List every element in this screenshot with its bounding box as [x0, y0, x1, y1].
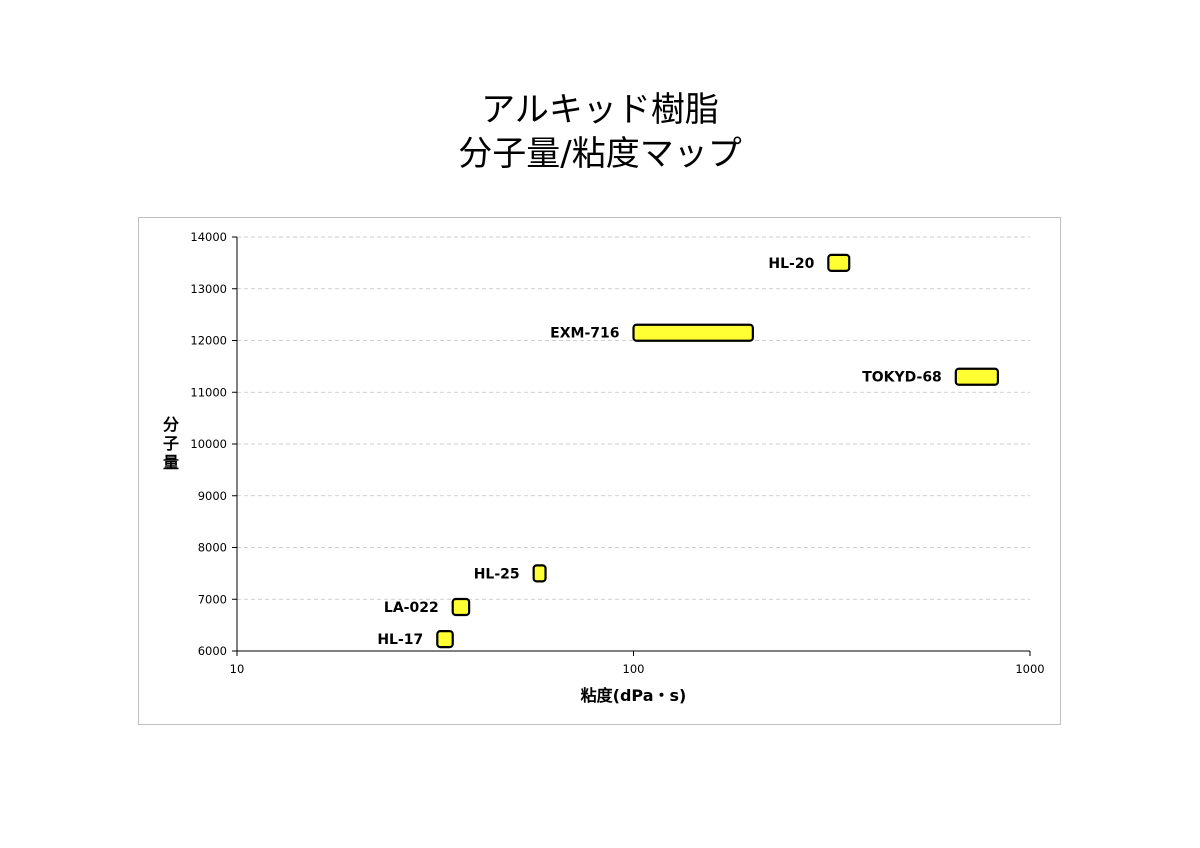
x-axis-title: 粘度(dPa・s): [581, 686, 687, 705]
chart-title-line-2: 分子量/粘度マップ: [458, 134, 742, 174]
bar-la-022: [451, 597, 471, 617]
y-axis-title: 分子量: [163, 415, 179, 472]
y-tick-label: 8000: [198, 541, 227, 555]
y-axis-title-char: 分: [163, 415, 179, 434]
y-tick-label: 11000: [190, 385, 227, 399]
x-tick-label: 10: [230, 662, 245, 676]
y-tick-label: 6000: [198, 644, 227, 658]
bar-labels: HL-20 EXM-716 TOKYD-68 HL-25 LA-022 HL-17: [377, 256, 941, 648]
axes: [232, 236, 1031, 656]
x-tick-label: 100: [623, 662, 645, 676]
chart-title-line-1: アルキッド樹脂: [481, 90, 719, 130]
x-tick-label: 1000: [1015, 662, 1044, 676]
bar-label: LA-022: [384, 600, 439, 616]
bar-tokyd-68: [954, 367, 1000, 386]
bar-hl-25: [532, 564, 547, 583]
bar-label: HL-25: [474, 566, 520, 582]
bar-label: HL-17: [377, 632, 423, 648]
x-tick-labels: 10 100 1000: [230, 662, 1045, 676]
bar-exm-716: [632, 323, 754, 342]
bar-hl-17: [436, 629, 454, 649]
bar-label: HL-20: [768, 256, 814, 272]
y-tick-label: 9000: [198, 489, 227, 503]
y-tick-label: 14000: [190, 230, 227, 244]
bar-label: EXM-716: [550, 326, 619, 342]
bars: [436, 253, 1000, 649]
bar-hl-20: [827, 253, 851, 272]
y-tick-label: 10000: [190, 437, 227, 451]
y-tick-labels: 14000 13000 12000 11000 10000 9000 8000 7000 600…: [190, 230, 227, 658]
chart-area: [138, 217, 1061, 725]
grid-lines: [237, 236, 1030, 600]
y-tick-label: 7000: [198, 592, 227, 606]
y-tick-label: 13000: [190, 282, 227, 296]
y-axis-title-char: 量: [163, 453, 179, 472]
y-tick-label: 12000: [190, 334, 227, 348]
bar-label: TOKYD-68: [862, 370, 942, 386]
y-axis-title-char: 子: [163, 434, 179, 453]
